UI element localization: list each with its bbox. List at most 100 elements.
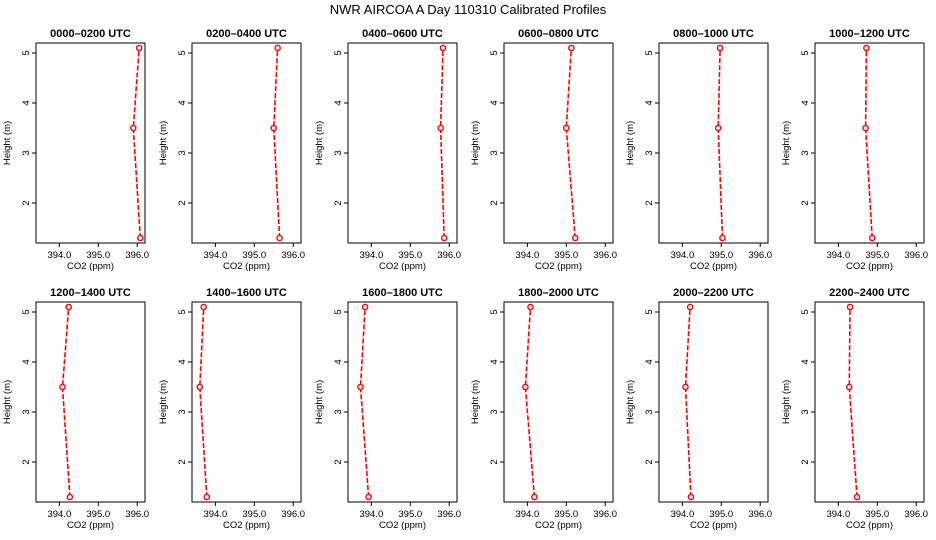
panel-title: 1600–1800 UTC — [362, 287, 443, 299]
x-tick-label: 396.0 — [437, 250, 461, 261]
y-tick-label: 3 — [800, 150, 811, 155]
y-axis-label: Height (m) — [781, 380, 792, 424]
x-axis-label: CO2 (ppm) — [690, 520, 737, 531]
profile-line — [359, 306, 370, 498]
x-tick-label: 394.0 — [515, 250, 539, 261]
y-axis-label: Height (m) — [470, 121, 481, 165]
x-tick-label: 394.0 — [826, 250, 850, 261]
y-tick-label: 2 — [489, 200, 500, 205]
x-tick-label: 395.0 — [398, 509, 422, 520]
panel-title: 0400–0600 UTC — [362, 28, 443, 40]
y-tick-label: 4 — [21, 359, 32, 364]
x-tick-label: 396.0 — [904, 250, 928, 261]
panel-title: 1000–1200 UTC — [829, 28, 910, 40]
y-tick-label: 5 — [177, 309, 188, 314]
y-tick-label: 2 — [800, 200, 811, 205]
panel-title: 1800–2000 UTC — [518, 287, 599, 299]
y-tick-label: 4 — [644, 100, 655, 105]
panels-grid: 0000–0200 UTC 394.0 395.0 396.0 2 3 4 5 CO2 (ppm… — [2, 28, 928, 531]
profile-line — [717, 47, 724, 239]
y-tick-label: 3 — [333, 409, 344, 414]
profile-line — [565, 47, 576, 239]
x-axis-label: CO2 (ppm) — [223, 261, 270, 272]
y-axis-label: Height (m) — [2, 380, 13, 424]
y-tick-label: 2 — [489, 459, 500, 464]
x-tick-label: 394.0 — [359, 509, 383, 520]
x-tick-label: 394.0 — [203, 509, 227, 520]
data-point — [439, 44, 447, 52]
y-tick-label: 5 — [644, 309, 655, 314]
panel-title: 2200–2400 UTC — [829, 287, 910, 299]
y-tick-label: 2 — [333, 200, 344, 205]
data-point — [868, 234, 876, 242]
data-point — [200, 303, 207, 311]
x-tick-label: 394.0 — [47, 509, 71, 520]
x-tick-label: 395.0 — [709, 250, 733, 261]
x-axis-label: CO2 (ppm) — [67, 520, 114, 531]
x-tick-label: 396.0 — [125, 509, 149, 520]
x-axis-label: CO2 (ppm) — [379, 261, 426, 272]
chart-panel: 1200–1400 UTC 394.0 395.0 396.0 2 3 4 5 CO2 (ppm… — [2, 287, 149, 531]
y-tick-label: 3 — [21, 150, 32, 155]
panel-title: 2000–2200 UTC — [673, 287, 754, 299]
x-axis-label: CO2 (ppm) — [846, 261, 893, 272]
data-point — [66, 493, 74, 501]
data-point — [361, 303, 369, 311]
panel-title: 0200–0400 UTC — [206, 28, 287, 40]
x-tick-label: 396.0 — [748, 509, 772, 520]
data-point — [716, 44, 724, 52]
x-axis-label: CO2 (ppm) — [67, 261, 114, 272]
data-point — [845, 383, 853, 391]
x-axis-label: CO2 (ppm) — [535, 520, 582, 531]
data-point — [59, 383, 66, 391]
plot-frame — [503, 301, 614, 503]
y-tick-label: 4 — [800, 359, 811, 364]
data-point — [130, 124, 137, 132]
x-tick-label: 395.0 — [554, 250, 578, 261]
y-tick-label: 5 — [489, 50, 500, 55]
y-axis-label: Height (m) — [781, 121, 792, 165]
chart-panel: 1600–1800 UTC 394.0 395.0 396.0 2 3 4 5 CO2 (ppm… — [314, 287, 461, 531]
data-point — [137, 234, 144, 242]
y-axis-label: Height (m) — [158, 380, 169, 424]
chart-panel: 0600–0800 UTC 394.0 395.0 396.0 2 3 4 5 CO2 (ppm… — [470, 28, 617, 272]
y-tick-label: 4 — [333, 359, 344, 364]
x-tick-label: 395.0 — [865, 509, 889, 520]
x-axis-label: CO2 (ppm) — [846, 520, 893, 531]
x-tick-label: 396.0 — [904, 509, 928, 520]
x-axis-label: CO2 (ppm) — [379, 520, 426, 531]
y-tick-label: 5 — [800, 309, 811, 314]
panel-title: 1200–1400 UTC — [50, 287, 131, 299]
y-tick-label: 3 — [644, 150, 655, 155]
x-tick-label: 395.0 — [709, 509, 733, 520]
y-tick-label: 4 — [177, 100, 188, 105]
y-tick-label: 5 — [333, 309, 344, 314]
page-title: NWR AIRCOA A Day 110310 Calibrated Profi… — [330, 2, 607, 17]
y-tick-label: 3 — [644, 409, 655, 414]
x-tick-label: 396.0 — [593, 509, 617, 520]
y-axis-label: Height (m) — [2, 121, 13, 165]
x-tick-label: 394.0 — [515, 509, 539, 520]
x-tick-label: 395.0 — [398, 250, 422, 261]
panel-title: 0000–0200 UTC — [50, 28, 131, 40]
data-point — [440, 234, 448, 242]
y-axis-label: Height (m) — [625, 380, 636, 424]
profile-line — [864, 47, 873, 239]
plot-frame — [35, 301, 146, 503]
y-tick-label: 3 — [333, 150, 344, 155]
plot-frame — [658, 301, 769, 503]
y-axis-label: Height (m) — [158, 121, 169, 165]
x-axis-label: CO2 (ppm) — [223, 520, 270, 531]
data-point — [687, 493, 695, 501]
y-tick-label: 3 — [800, 409, 811, 414]
data-point — [357, 383, 364, 391]
data-point — [65, 303, 72, 311]
x-tick-label: 396.0 — [281, 509, 305, 520]
panel-title: 0600–0800 UTC — [518, 28, 599, 40]
plot-frame — [347, 42, 458, 244]
data-point — [862, 124, 869, 132]
y-tick-label: 3 — [177, 150, 188, 155]
y-tick-label: 5 — [21, 309, 32, 314]
y-axis-label: Height (m) — [314, 380, 325, 424]
data-point — [682, 383, 689, 391]
